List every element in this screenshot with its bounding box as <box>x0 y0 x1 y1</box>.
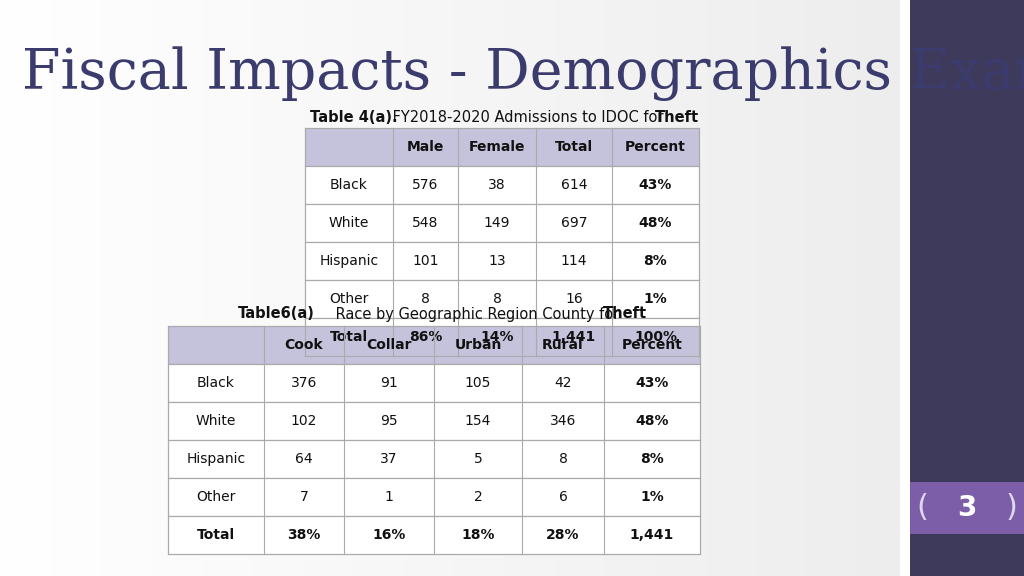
Text: 42: 42 <box>554 376 571 390</box>
Bar <box>168 478 700 516</box>
Text: 43%: 43% <box>639 178 672 192</box>
Text: 8: 8 <box>493 292 502 306</box>
Text: Urban: Urban <box>455 338 502 352</box>
Text: Black: Black <box>197 376 234 390</box>
Text: 154: 154 <box>465 414 492 428</box>
Text: 614: 614 <box>561 178 587 192</box>
Text: 1,441: 1,441 <box>630 528 674 542</box>
Text: 16: 16 <box>565 292 583 306</box>
Bar <box>305 166 699 204</box>
Text: 1,441: 1,441 <box>552 330 596 344</box>
Text: 8: 8 <box>558 452 567 466</box>
Text: 114: 114 <box>561 254 587 268</box>
Text: (: ( <box>916 494 928 522</box>
Bar <box>168 440 700 478</box>
Text: 149: 149 <box>483 216 510 230</box>
Text: Total: Total <box>555 140 593 154</box>
Text: 1%: 1% <box>640 490 664 504</box>
Text: 3: 3 <box>957 494 977 522</box>
Bar <box>168 402 700 440</box>
Text: 100%: 100% <box>634 330 677 344</box>
Text: Other: Other <box>197 490 236 504</box>
Text: Black: Black <box>330 178 368 192</box>
Text: Total: Total <box>330 330 368 344</box>
Text: 1: 1 <box>385 490 393 504</box>
Text: Hispanic: Hispanic <box>186 452 246 466</box>
Text: Percent: Percent <box>622 338 682 352</box>
Text: Percent: Percent <box>625 140 686 154</box>
Bar <box>305 280 699 318</box>
Text: 2: 2 <box>474 490 482 504</box>
Text: Other: Other <box>330 292 369 306</box>
Text: 8%: 8% <box>640 452 664 466</box>
Text: Male: Male <box>407 140 444 154</box>
Text: White: White <box>196 414 237 428</box>
Text: Fiscal Impacts - Demographics Example: Fiscal Impacts - Demographics Example <box>22 46 1024 101</box>
Bar <box>168 326 700 364</box>
Text: Rural: Rural <box>542 338 584 352</box>
Text: Table 4(a).: Table 4(a). <box>310 111 397 126</box>
Text: 18%: 18% <box>461 528 495 542</box>
Text: 548: 548 <box>413 216 438 230</box>
Text: 43%: 43% <box>635 376 669 390</box>
Text: 38: 38 <box>488 178 506 192</box>
Text: Hispanic: Hispanic <box>319 254 379 268</box>
Text: 37: 37 <box>380 452 397 466</box>
Text: 86%: 86% <box>409 330 442 344</box>
Bar <box>305 242 699 280</box>
Text: White: White <box>329 216 370 230</box>
Text: Theft: Theft <box>603 306 647 321</box>
Text: 13: 13 <box>488 254 506 268</box>
Text: FY2018-2020 Admissions to IDOC for: FY2018-2020 Admissions to IDOC for <box>388 111 668 126</box>
Text: 1%: 1% <box>644 292 668 306</box>
Text: ): ) <box>1006 494 1018 522</box>
Text: 91: 91 <box>380 376 398 390</box>
Text: 105: 105 <box>465 376 492 390</box>
Bar <box>910 0 1024 576</box>
Bar <box>305 204 699 242</box>
Bar <box>305 128 699 166</box>
Text: 376: 376 <box>291 376 317 390</box>
Text: 95: 95 <box>380 414 397 428</box>
Bar <box>168 364 700 402</box>
Text: Total: Total <box>197 528 236 542</box>
Text: 48%: 48% <box>635 414 669 428</box>
Text: Cook: Cook <box>285 338 324 352</box>
Text: 64: 64 <box>295 452 312 466</box>
Bar <box>168 516 700 554</box>
Text: 576: 576 <box>413 178 438 192</box>
Text: 6: 6 <box>558 490 567 504</box>
Text: Collar: Collar <box>367 338 412 352</box>
Text: 38%: 38% <box>288 528 321 542</box>
Bar <box>910 482 1024 534</box>
Text: 16%: 16% <box>373 528 406 542</box>
Text: 48%: 48% <box>639 216 672 230</box>
Text: 101: 101 <box>413 254 438 268</box>
Text: Race by Geographic Region County for: Race by Geographic Region County for <box>331 306 624 321</box>
Text: 8%: 8% <box>644 254 668 268</box>
Text: Theft: Theft <box>655 111 699 126</box>
Text: 14%: 14% <box>480 330 514 344</box>
Text: Female: Female <box>469 140 525 154</box>
Text: 8: 8 <box>421 292 430 306</box>
Text: Table6(a): Table6(a) <box>238 306 314 321</box>
Bar <box>305 318 699 356</box>
Text: 5: 5 <box>474 452 482 466</box>
Text: 102: 102 <box>291 414 317 428</box>
Text: 346: 346 <box>550 414 577 428</box>
Text: 7: 7 <box>300 490 308 504</box>
Text: 28%: 28% <box>546 528 580 542</box>
Text: 697: 697 <box>561 216 587 230</box>
